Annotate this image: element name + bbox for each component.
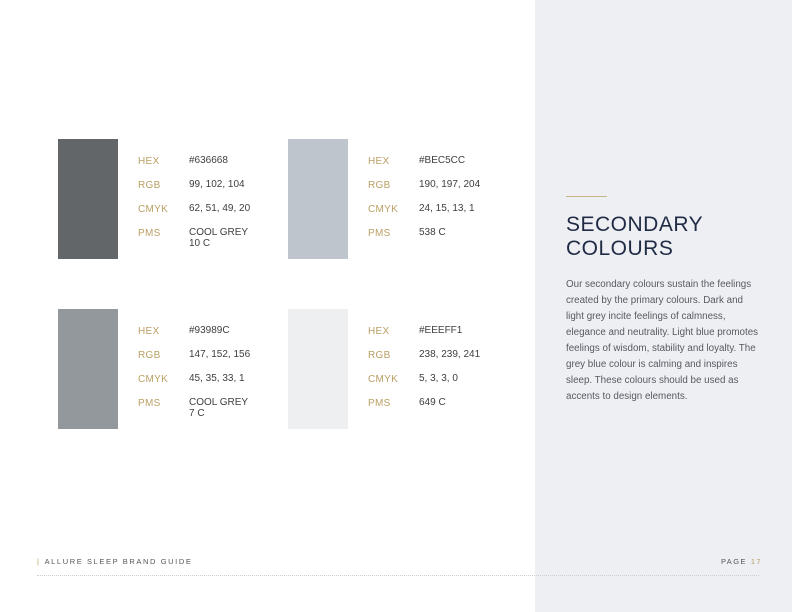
page-number: 17	[750, 557, 762, 566]
pms-value: 538 C	[419, 227, 446, 238]
guide-title-text: ALLURE SLEEP BRAND GUIDE	[44, 557, 193, 566]
hex-value: #BEC5CC	[419, 155, 466, 166]
cmyk-value: 5, 3, 3, 0	[419, 373, 458, 384]
hex-label: HEX	[138, 156, 160, 167]
pms-label: PMS	[138, 228, 161, 239]
cmyk-value: 45, 35, 33, 1	[189, 373, 245, 384]
rgb-label: RGB	[138, 180, 161, 191]
section-body: Our secondary colours sustain the feelin…	[566, 279, 759, 402]
rgb-value: 190, 197, 204	[419, 179, 481, 190]
right-panel	[535, 0, 792, 612]
pms-label: PMS	[368, 228, 391, 239]
hex-label: HEX	[368, 156, 390, 167]
pms-label: PMS	[368, 398, 391, 409]
pms-value: 649 C	[419, 397, 446, 408]
hex-label: HEX	[138, 326, 160, 337]
pms-label: PMS	[138, 398, 161, 409]
swatch-cool-grey-7	[58, 309, 118, 429]
hex-value: #93989C	[189, 325, 230, 336]
accent-rule	[566, 196, 607, 197]
rgb-value: 238, 239, 241	[419, 349, 481, 360]
footer-bar-divider: |	[37, 557, 41, 566]
swatch-538c	[288, 139, 348, 259]
cmyk-label: CMYK	[138, 374, 169, 385]
cmyk-value: 62, 51, 49, 20	[189, 203, 251, 214]
footer-guide-title: | ALLURE SLEEP BRAND GUIDE	[37, 557, 192, 566]
pms-value: COOL GREY 7 C	[189, 397, 249, 419]
cmyk-label: CMYK	[368, 204, 399, 215]
cmyk-label: CMYK	[368, 374, 399, 385]
rgb-value: 99, 102, 104	[189, 179, 245, 190]
hex-value: #EEEFF1	[419, 325, 463, 336]
rgb-label: RGB	[368, 350, 391, 361]
footer-divider	[37, 575, 759, 576]
rgb-label: RGB	[138, 350, 161, 361]
rgb-label: RGB	[368, 180, 391, 191]
section-title: SECONDARY COLOURS	[566, 213, 704, 260]
page-label: PAGE	[720, 557, 747, 566]
swatch-cool-grey-10	[58, 139, 118, 259]
hex-value: #636668	[189, 155, 228, 166]
rgb-value: 147, 152, 156	[189, 349, 251, 360]
hex-label: HEX	[368, 326, 390, 337]
cmyk-label: CMYK	[138, 204, 169, 215]
pms-value: COOL GREY 10 C	[189, 227, 249, 249]
cmyk-value: 24, 15, 13, 1	[419, 203, 475, 214]
footer-page: PAGE 17	[712, 557, 762, 566]
swatch-649c	[288, 309, 348, 429]
